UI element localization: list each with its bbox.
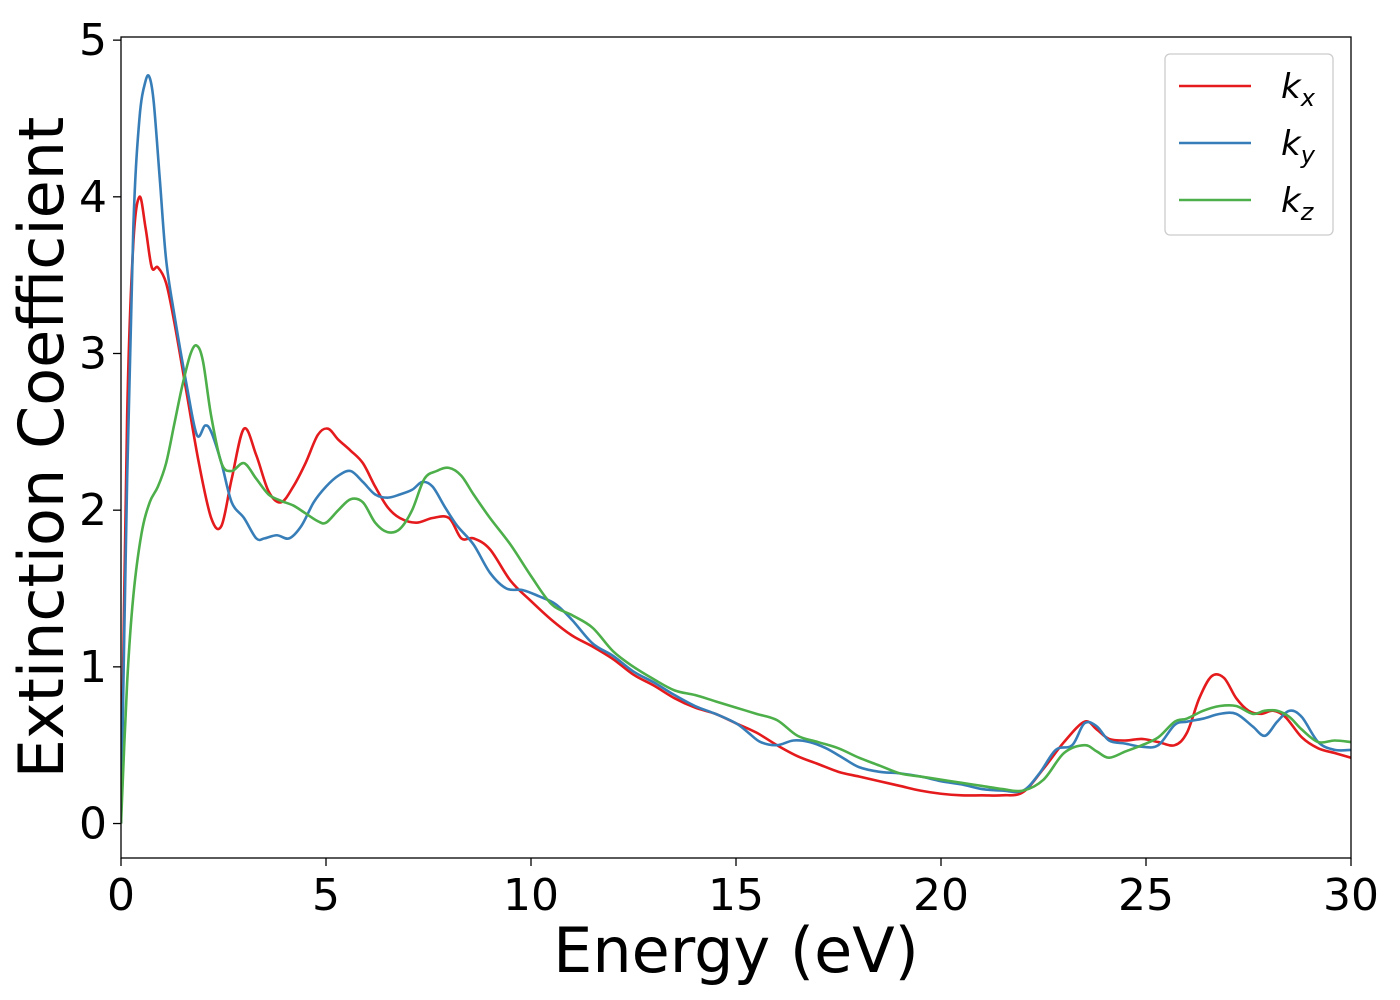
x-axis-title: Energy (eV) (553, 914, 919, 987)
y-tick-label: 2 (79, 485, 107, 536)
series-layer (121, 74, 1351, 824)
series-line-kx (121, 195, 1351, 824)
y-tick-label: 3 (79, 328, 107, 379)
legend: kx ky kz (1164, 53, 1334, 236)
x-tick-label: 0 (107, 870, 135, 921)
x-tick-label: 10 (503, 870, 559, 921)
legend-box (1164, 53, 1334, 236)
legend-label-ky: ky (1281, 124, 1316, 169)
y-tick-label: 0 (79, 799, 107, 850)
x-tick-label: 5 (312, 870, 340, 921)
x-tick-label: 30 (1323, 870, 1379, 921)
y-tick-label: 4 (79, 172, 107, 223)
x-tick-label: 25 (1118, 870, 1174, 921)
legend-label-kx: kx (1281, 67, 1316, 112)
x-tick-label: 15 (708, 870, 764, 921)
x-tick-label: 20 (913, 870, 969, 921)
series-line-kz (121, 344, 1351, 824)
series-line-ky (121, 74, 1351, 824)
ticks-layer: 0 5 10 15 20 25 30 0 1 2 3 4 5 (79, 15, 1379, 921)
y-tick-label: 1 (79, 642, 107, 693)
legend-label-kz: kz (1281, 181, 1315, 226)
y-axis-title: Extinction Coefficient (5, 117, 78, 779)
y-tick-label: 5 (79, 15, 107, 66)
